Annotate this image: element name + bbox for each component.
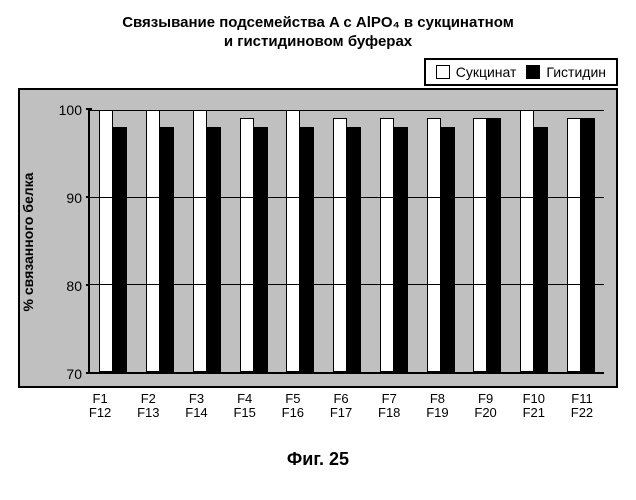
bar	[347, 127, 361, 372]
gridline	[90, 110, 604, 111]
bar	[193, 110, 207, 372]
bar	[427, 118, 441, 371]
bar-group	[183, 110, 230, 372]
legend-label: Сукцинат	[456, 64, 517, 80]
bar-group	[557, 110, 604, 372]
bar	[380, 118, 394, 371]
legend-row: Сукцинат Гистидин	[18, 58, 618, 86]
bar-group	[137, 110, 184, 372]
gridline	[90, 197, 604, 198]
x-tick-label: F6F17	[317, 392, 365, 422]
bar	[207, 127, 221, 372]
x-tick-label: F8F19	[413, 392, 461, 422]
x-tick-label: F9F20	[462, 392, 510, 422]
title-line-2: и гистидиновом буферах	[224, 33, 412, 50]
bar	[473, 118, 487, 371]
bar	[113, 127, 127, 372]
bar	[240, 118, 254, 371]
bar	[581, 118, 595, 371]
bar-group	[277, 110, 324, 372]
bar-group	[417, 110, 464, 372]
x-tick-label: F5F16	[269, 392, 317, 422]
bar	[567, 118, 581, 371]
gridline	[90, 284, 604, 285]
y-axis-ticks: 100908070	[50, 110, 88, 374]
bar-group	[370, 110, 417, 372]
bar-group	[230, 110, 277, 372]
x-tick-label: F11F22	[558, 392, 606, 422]
bar-group	[464, 110, 511, 372]
title-line-1: Связывание подсемейства A с AlPO₄ в сукц…	[122, 14, 514, 31]
bar	[146, 110, 160, 372]
plot-area	[88, 110, 604, 374]
figure-page: Связывание подсемейства A с AlPO₄ в сукц…	[0, 0, 636, 500]
chart-title: Связывание подсемейства A с AlPO₄ в сукц…	[18, 14, 618, 52]
bar	[441, 127, 455, 372]
x-tick-label: F10F21	[510, 392, 558, 422]
legend-swatch-icon	[436, 65, 450, 79]
legend: Сукцинат Гистидин	[424, 58, 618, 86]
y-axis-label: % связанного белка	[20, 172, 36, 311]
x-axis-labels: F1F12F2F13F3F14F4F15F5F16F6F17F7F18F8F19…	[76, 392, 606, 422]
chart-with-axis: % связанного белка 100908070	[32, 110, 604, 374]
bar-group	[511, 110, 558, 372]
legend-item: Гистидин	[526, 64, 606, 80]
bar	[520, 110, 534, 372]
bar	[99, 110, 113, 372]
x-tick-label: F3F14	[172, 392, 220, 422]
bar	[394, 127, 408, 372]
chart-panel: % связанного белка 100908070	[18, 88, 618, 388]
x-tick-label: F2F13	[124, 392, 172, 422]
legend-swatch-icon	[526, 65, 540, 79]
bar	[333, 118, 347, 371]
bar	[300, 127, 314, 372]
bar	[487, 118, 501, 371]
bar	[286, 110, 300, 372]
x-tick-label: F4F15	[221, 392, 269, 422]
legend-item: Сукцинат	[436, 64, 517, 80]
bar	[160, 127, 174, 372]
bar	[254, 127, 268, 372]
bar-group	[90, 110, 137, 372]
bars-layer	[90, 110, 604, 372]
x-tick-label: F7F18	[365, 392, 413, 422]
bar-group	[324, 110, 371, 372]
legend-label: Гистидин	[546, 64, 606, 80]
figure-caption: Фиг. 25	[18, 449, 618, 470]
bar	[534, 127, 548, 372]
x-tick-label: F1F12	[76, 392, 124, 422]
